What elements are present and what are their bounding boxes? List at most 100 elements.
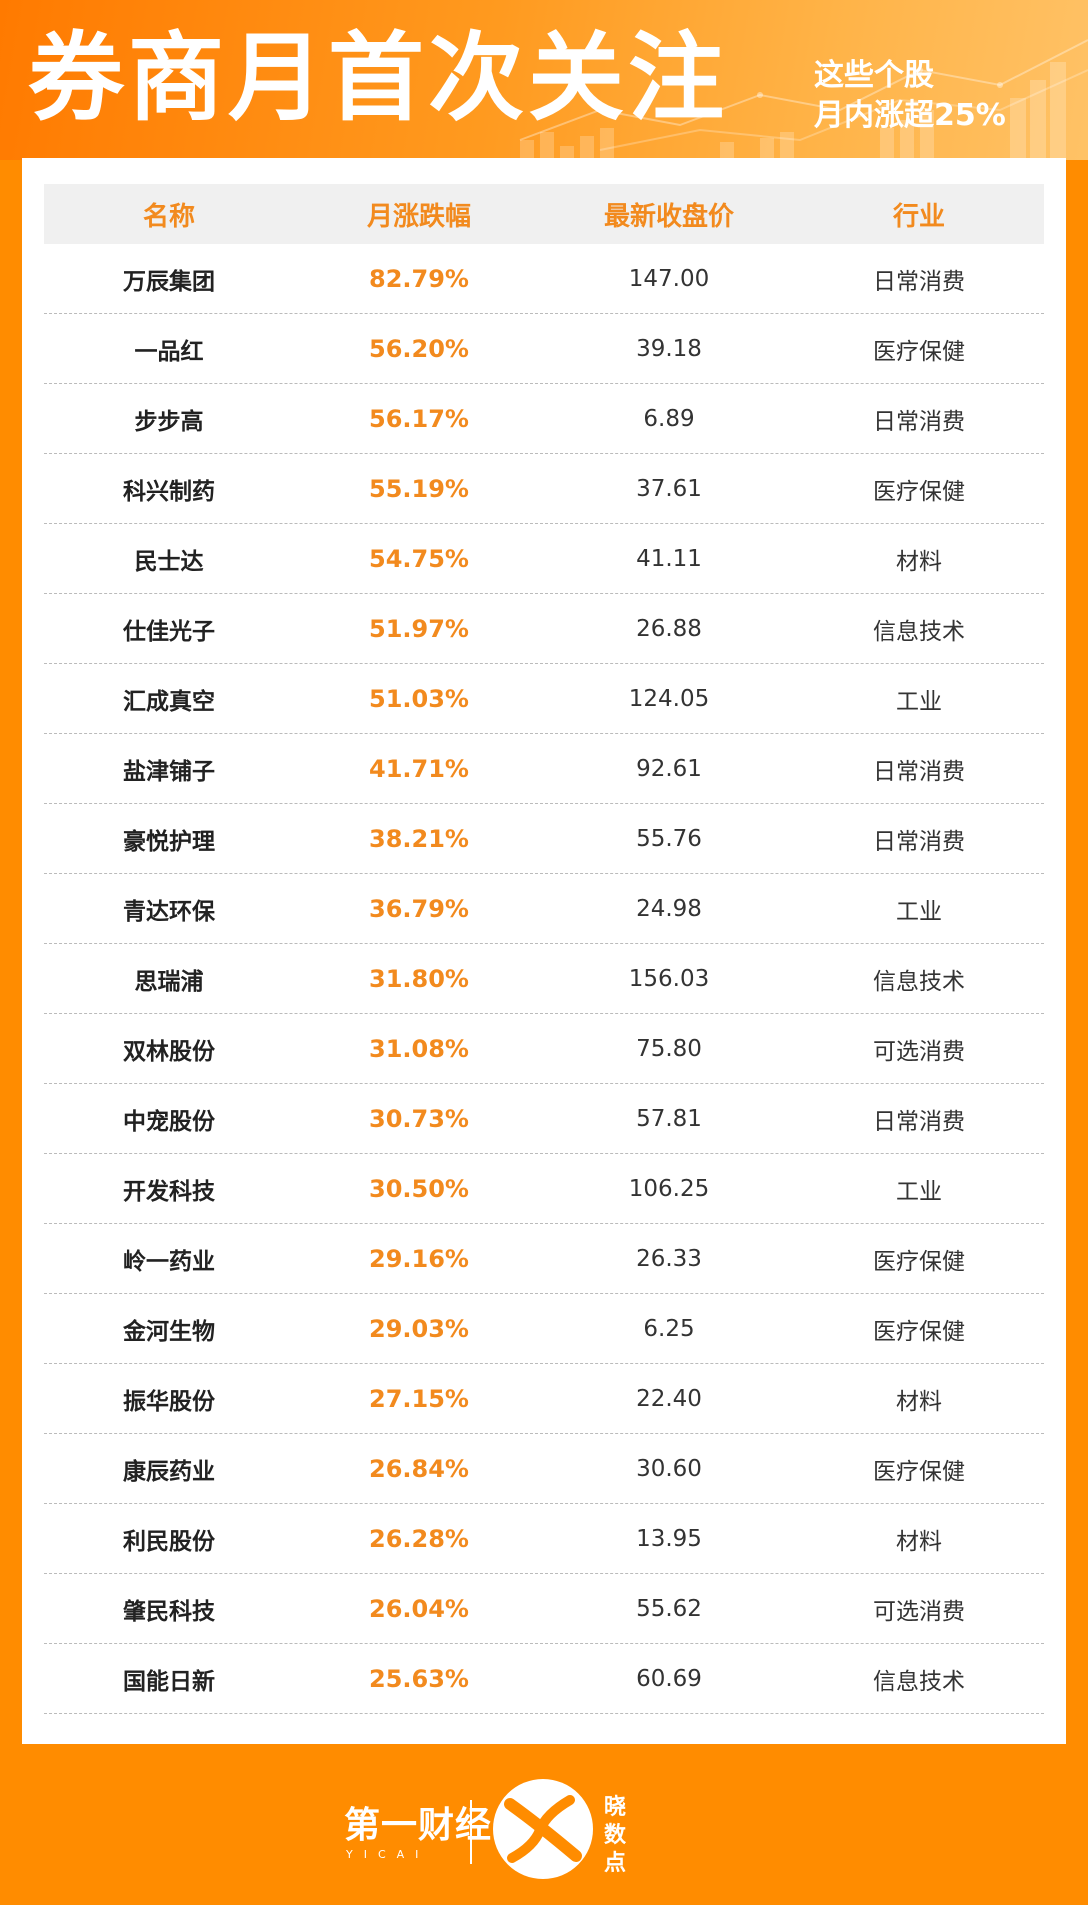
stock-name: 民士达 bbox=[134, 548, 204, 575]
table-row: 康辰药业 26.84% 30.60 医疗保健 bbox=[44, 1434, 1044, 1504]
stock-name: 双林股份 bbox=[123, 1038, 215, 1065]
stock-name: 中宠股份 bbox=[123, 1108, 215, 1135]
close-price: 156.03 bbox=[628, 965, 710, 992]
table-row: 双林股份 31.08% 75.80 可选消费 bbox=[44, 1014, 1044, 1084]
stock-name: 肇民科技 bbox=[123, 1598, 215, 1625]
industry: 材料 bbox=[896, 1528, 942, 1555]
stock-name: 岭一药业 bbox=[123, 1248, 215, 1275]
industry: 医疗保健 bbox=[873, 1458, 965, 1485]
stock-name: 振华股份 bbox=[123, 1388, 215, 1415]
subtitle-line-1: 这些个股 bbox=[814, 58, 934, 93]
industry: 材料 bbox=[896, 548, 942, 575]
table-card: 名称 月涨跌幅 最新收盘价 行业 万辰集团 82.79% 147.00 日常消费 一品红… bbox=[22, 158, 1066, 1744]
industry: 日常消费 bbox=[873, 408, 965, 435]
xiaoshudian-text: 晓数点 bbox=[604, 1795, 627, 1876]
column-header-name: 名称 bbox=[142, 201, 195, 232]
close-price: 37.61 bbox=[636, 475, 702, 502]
month-change: 56.17% bbox=[369, 404, 469, 433]
column-header-change: 月涨跌幅 bbox=[366, 201, 471, 232]
table-row: 一品红 56.20% 39.18 医疗保健 bbox=[44, 314, 1044, 384]
table-row: 中宠股份 30.73% 57.81 日常消费 bbox=[44, 1084, 1044, 1154]
table-body: 万辰集团 82.79% 147.00 日常消费 一品红 56.20% 39.18 医疗保健 步步… bbox=[44, 244, 1044, 1714]
month-change: 82.79% bbox=[369, 264, 469, 293]
month-change: 54.75% bbox=[369, 544, 469, 573]
close-price: 30.60 bbox=[636, 1455, 702, 1482]
industry: 信息技术 bbox=[873, 618, 965, 645]
industry: 可选消费 bbox=[873, 1598, 965, 1625]
close-price: 147.00 bbox=[628, 265, 710, 292]
stock-name: 步步高 bbox=[134, 408, 204, 435]
close-price: 13.95 bbox=[636, 1525, 702, 1552]
month-change: 41.71% bbox=[369, 754, 469, 783]
industry: 医疗保健 bbox=[873, 1318, 965, 1345]
table-row: 汇成真空 51.03% 124.05 工业 bbox=[44, 664, 1044, 734]
page-subtitle: 这些个股 月内涨超25% bbox=[814, 56, 1044, 136]
table-row: 利民股份 26.28% 13.95 材料 bbox=[44, 1504, 1044, 1574]
close-price: 26.33 bbox=[636, 1245, 702, 1272]
industry: 可选消费 bbox=[873, 1038, 965, 1065]
month-change: 26.04% bbox=[369, 1594, 469, 1623]
yicai-logo-sub: YICAI bbox=[346, 1848, 430, 1861]
close-price: 92.61 bbox=[636, 755, 702, 782]
industry: 工业 bbox=[896, 688, 942, 715]
industry: 医疗保健 bbox=[873, 478, 965, 505]
industry: 日常消费 bbox=[873, 758, 965, 785]
month-change: 36.79% bbox=[369, 894, 469, 923]
close-price: 22.40 bbox=[636, 1385, 702, 1412]
table-row: 开发科技 30.50% 106.25 工业 bbox=[44, 1154, 1044, 1224]
industry: 日常消费 bbox=[873, 268, 965, 295]
industry: 日常消费 bbox=[873, 1108, 965, 1135]
close-price: 55.62 bbox=[636, 1595, 702, 1622]
stock-name: 开发科技 bbox=[123, 1178, 215, 1205]
stock-name: 青达环保 bbox=[123, 898, 215, 925]
table-row: 盐津铺子 41.71% 92.61 日常消费 bbox=[44, 734, 1044, 804]
footer-divider bbox=[470, 1800, 472, 1864]
month-change: 26.28% bbox=[369, 1524, 469, 1553]
table-row: 青达环保 36.79% 24.98 工业 bbox=[44, 874, 1044, 944]
yicai-logo: 第一财经 bbox=[344, 1805, 493, 1846]
stock-name: 汇成真空 bbox=[123, 688, 215, 715]
table-row: 肇民科技 26.04% 55.62 可选消费 bbox=[44, 1574, 1044, 1644]
month-change: 51.03% bbox=[369, 684, 469, 713]
month-change: 26.84% bbox=[369, 1454, 469, 1483]
month-change: 31.80% bbox=[369, 964, 469, 993]
close-price: 75.80 bbox=[636, 1035, 702, 1062]
close-price: 57.81 bbox=[636, 1105, 702, 1132]
subtitle-line-2: 月内涨超25% bbox=[814, 98, 1006, 133]
industry: 日常消费 bbox=[873, 828, 965, 855]
industry: 医疗保健 bbox=[873, 1248, 965, 1275]
stock-name: 盐津铺子 bbox=[123, 758, 215, 785]
close-price: 60.69 bbox=[636, 1665, 702, 1692]
table-row: 金河生物 29.03% 6.25 医疗保健 bbox=[44, 1294, 1044, 1364]
close-price: 6.89 bbox=[643, 405, 695, 432]
table-row: 豪悦护理 38.21% 55.76 日常消费 bbox=[44, 804, 1044, 874]
close-price: 24.98 bbox=[636, 895, 702, 922]
stock-name: 豪悦护理 bbox=[123, 828, 215, 855]
column-header-industry: 行业 bbox=[892, 201, 945, 232]
month-change: 29.03% bbox=[369, 1314, 469, 1343]
month-change: 27.15% bbox=[369, 1384, 469, 1413]
table-row: 思瑞浦 31.80% 156.03 信息技术 bbox=[44, 944, 1044, 1014]
month-change: 55.19% bbox=[369, 474, 469, 503]
month-change: 56.20% bbox=[369, 334, 469, 363]
month-change: 25.63% bbox=[369, 1664, 469, 1693]
header-banner: 券商月首次关注 这些个股 月内涨超25% bbox=[0, 0, 1088, 160]
industry: 医疗保健 bbox=[873, 338, 965, 365]
stock-name: 仕佳光子 bbox=[123, 618, 215, 645]
stock-name: 科兴制药 bbox=[123, 478, 215, 505]
table-row: 振华股份 27.15% 22.40 材料 bbox=[44, 1364, 1044, 1434]
footer: 第一财经 YICAI 晓数点 bbox=[0, 1744, 1088, 1905]
industry: 材料 bbox=[896, 1388, 942, 1415]
month-change: 30.50% bbox=[369, 1174, 469, 1203]
stock-name: 金河生物 bbox=[123, 1318, 215, 1345]
close-price: 26.88 bbox=[636, 615, 702, 642]
close-price: 55.76 bbox=[636, 825, 702, 852]
close-price: 41.11 bbox=[636, 545, 702, 572]
xiaoshudian-logo-icon bbox=[493, 1779, 593, 1879]
industry: 信息技术 bbox=[873, 1668, 965, 1695]
table-row: 万辰集团 82.79% 147.00 日常消费 bbox=[44, 244, 1044, 314]
table-row: 岭一药业 29.16% 26.33 医疗保健 bbox=[44, 1224, 1044, 1294]
stock-name: 康辰药业 bbox=[123, 1458, 215, 1485]
month-change: 29.16% bbox=[369, 1244, 469, 1273]
stock-name: 万辰集团 bbox=[123, 268, 215, 295]
